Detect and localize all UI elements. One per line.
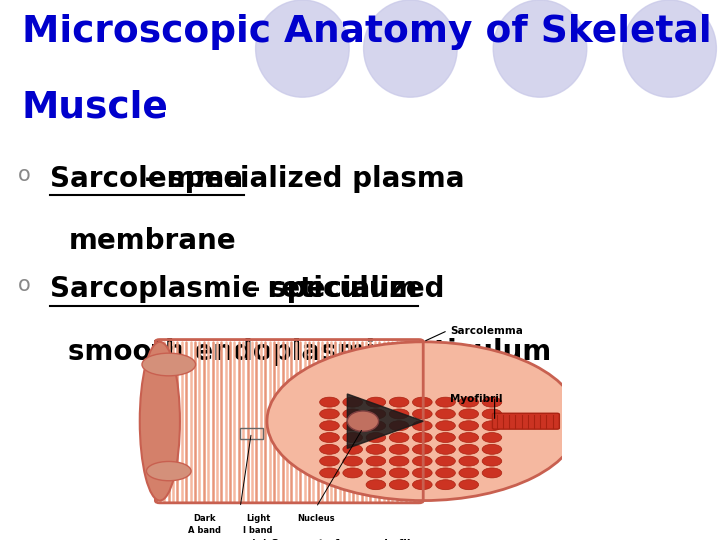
Circle shape [459, 421, 479, 431]
Circle shape [390, 397, 409, 407]
Text: Muscle: Muscle [22, 89, 168, 125]
Circle shape [482, 468, 502, 478]
Circle shape [343, 421, 362, 431]
Circle shape [482, 456, 502, 466]
Circle shape [343, 468, 362, 478]
Circle shape [413, 444, 432, 454]
Circle shape [413, 397, 432, 407]
Circle shape [366, 456, 386, 466]
Ellipse shape [146, 462, 191, 481]
Circle shape [366, 468, 386, 478]
Circle shape [390, 444, 409, 454]
Circle shape [390, 456, 409, 466]
Circle shape [390, 409, 409, 419]
Circle shape [390, 433, 409, 442]
Circle shape [459, 444, 479, 454]
Circle shape [413, 409, 432, 419]
Circle shape [436, 468, 455, 478]
Circle shape [436, 456, 455, 466]
Text: smooth endoplasmic reticulum: smooth endoplasmic reticulum [68, 338, 552, 366]
Circle shape [459, 409, 479, 419]
Circle shape [436, 397, 455, 407]
Circle shape [366, 480, 386, 490]
Ellipse shape [140, 342, 180, 501]
Circle shape [482, 397, 502, 407]
Circle shape [413, 468, 432, 478]
Circle shape [343, 433, 362, 442]
Text: Dark: Dark [193, 514, 216, 523]
Circle shape [459, 397, 479, 407]
Circle shape [390, 421, 409, 431]
Circle shape [459, 468, 479, 478]
Ellipse shape [623, 0, 716, 97]
Text: I band: I band [243, 525, 273, 535]
Circle shape [436, 433, 455, 442]
Text: o: o [18, 275, 31, 295]
Text: Microscopic Anatomy of Skeletal: Microscopic Anatomy of Skeletal [22, 14, 711, 50]
Ellipse shape [256, 0, 349, 97]
Circle shape [459, 456, 479, 466]
Ellipse shape [142, 353, 196, 376]
Circle shape [482, 444, 502, 454]
Circle shape [482, 409, 502, 419]
Circle shape [390, 480, 409, 490]
Text: (cell): (cell) [428, 539, 458, 540]
Ellipse shape [347, 411, 379, 431]
Text: o: o [18, 165, 31, 185]
Text: – specialized plasma: – specialized plasma [135, 165, 465, 193]
Text: (a) Segment of a muscle fiber: (a) Segment of a muscle fiber [251, 539, 426, 540]
Circle shape [436, 444, 455, 454]
Circle shape [366, 421, 386, 431]
Ellipse shape [493, 0, 587, 97]
Circle shape [366, 433, 386, 442]
Circle shape [413, 456, 432, 466]
Circle shape [320, 421, 339, 431]
Circle shape [320, 444, 339, 454]
Text: A band: A band [188, 525, 221, 535]
Circle shape [343, 444, 362, 454]
Text: – specialized: – specialized [238, 275, 445, 303]
Circle shape [459, 433, 479, 442]
Text: Sarcolemma: Sarcolemma [50, 165, 243, 193]
Circle shape [343, 397, 362, 407]
Text: membrane: membrane [68, 227, 236, 255]
Text: Light: Light [246, 514, 270, 523]
Text: Nucleus: Nucleus [297, 514, 335, 523]
Circle shape [366, 444, 386, 454]
Circle shape [343, 456, 362, 466]
Circle shape [320, 397, 339, 407]
Circle shape [320, 433, 339, 442]
Text: Sarcoplasmic reticulum: Sarcoplasmic reticulum [50, 275, 418, 303]
FancyBboxPatch shape [492, 413, 559, 429]
Text: Myofibril: Myofibril [450, 394, 503, 404]
Circle shape [436, 480, 455, 490]
Circle shape [482, 421, 502, 431]
Ellipse shape [364, 0, 457, 97]
Circle shape [436, 421, 455, 431]
Circle shape [343, 409, 362, 419]
Circle shape [459, 480, 479, 490]
Circle shape [436, 409, 455, 419]
Circle shape [413, 421, 432, 431]
Circle shape [366, 397, 386, 407]
Circle shape [413, 480, 432, 490]
Circle shape [320, 456, 339, 466]
Circle shape [320, 468, 339, 478]
Text: Sarcolemma: Sarcolemma [450, 326, 523, 336]
Circle shape [390, 468, 409, 478]
Circle shape [366, 409, 386, 419]
Circle shape [413, 433, 432, 442]
Circle shape [320, 409, 339, 419]
Circle shape [267, 342, 580, 501]
Circle shape [482, 433, 502, 442]
Polygon shape [347, 394, 423, 448]
